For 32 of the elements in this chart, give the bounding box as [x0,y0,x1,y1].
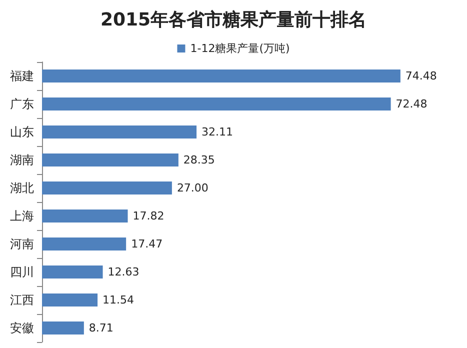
bar [42,126,197,138]
bar [42,154,178,166]
data-label: 28.35 [183,154,215,166]
data-label: 8.71 [88,322,114,334]
bar [42,322,84,334]
y-tick-label: 湖北 [10,181,34,195]
legend-label: 1-12糖果产量(万吨) [190,42,290,55]
bar [42,210,128,222]
y-tick-label: 福建 [10,69,34,83]
data-label: 17.47 [131,238,163,250]
y-tick-label: 河南 [10,237,34,251]
y-tick-label: 湖南 [10,153,34,167]
y-tick-label: 山东 [10,125,34,139]
bar [42,98,391,110]
data-label: 32.11 [202,126,234,138]
chart-title: 2015年各省市糖果产量前十排名 [100,10,367,30]
y-tick-label: 广东 [10,97,34,111]
bar [42,238,126,250]
data-label: 74.48 [405,70,437,82]
y-tick-label: 上海 [10,209,34,223]
bar [42,70,400,82]
bar [42,182,172,194]
y-tick-label: 安徽 [10,321,34,335]
bar [42,266,103,278]
data-label: 27.00 [176,182,208,194]
y-tick-label: 江西 [10,293,34,307]
data-label: 12.63 [108,266,140,278]
data-label: 11.54 [102,294,134,306]
bar [42,294,98,306]
y-tick-label: 四川 [10,265,34,279]
data-label: 17.82 [132,210,164,222]
data-label: 72.48 [396,98,428,110]
